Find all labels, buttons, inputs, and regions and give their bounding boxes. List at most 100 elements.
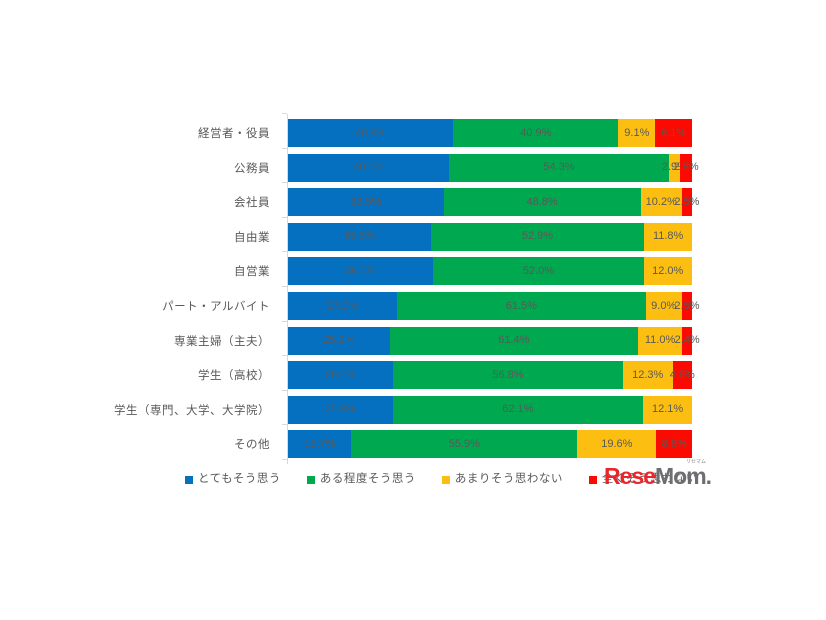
watermark-rese: Rese bbox=[604, 463, 656, 489]
bar-segment: 11.0% bbox=[637, 326, 683, 355]
bar-segment-label: 9.1% bbox=[661, 126, 687, 139]
axis-tick bbox=[282, 355, 287, 357]
legend-item[interactable]: あまりそう思わない bbox=[441, 474, 563, 486]
bar-segment-label: 12.3% bbox=[632, 368, 664, 381]
bar-segment: 61.5% bbox=[397, 292, 646, 320]
legend-item[interactable]: ある程度そう思う bbox=[306, 473, 416, 486]
stacked-bar: 36.0% 52.0% 12.0% bbox=[288, 257, 692, 286]
bar-segment: 12.1% bbox=[643, 395, 692, 424]
bar-segment: 36.0% bbox=[288, 257, 434, 286]
category-label: 学生（高校） bbox=[198, 370, 270, 383]
bar-segment-label: 54.3% bbox=[543, 161, 575, 174]
table-row: 38.5% 48.8% 10.2% 2.5% bbox=[288, 188, 699, 217]
category-label: その他 bbox=[234, 439, 270, 452]
table-row: 36.0% 52.0% 12.0% bbox=[288, 257, 692, 286]
legend-label: ある程度そう思う bbox=[319, 473, 416, 486]
axis-tick bbox=[282, 147, 287, 149]
bar-segment: 25.2% bbox=[288, 326, 390, 355]
category-label: パート・アルバイト bbox=[162, 301, 270, 313]
legend-item[interactable]: 全くそう思わない bbox=[588, 474, 698, 486]
bar-segment: 11.8% bbox=[644, 222, 692, 251]
bar-segment-label: 15.7% bbox=[304, 437, 336, 450]
bar-segment-label: 40.0% bbox=[353, 161, 385, 174]
axis-tick bbox=[282, 424, 287, 426]
table-row: 27.0% 61.5% 9.0% 2.5% bbox=[288, 292, 699, 320]
bar-segment: 40.9% bbox=[453, 119, 619, 147]
stacked-bar: 40.9% 40.9% 9.1% 9.1% bbox=[288, 119, 692, 147]
bar-segment: 10.2% bbox=[640, 188, 682, 217]
bar-segment-label: 52.9% bbox=[521, 230, 554, 243]
bar-segment-label: 62.1% bbox=[502, 403, 534, 416]
bar-segment-label: 26.0% bbox=[324, 368, 357, 381]
legend-swatch-icon bbox=[441, 476, 450, 484]
bar-segment-label: 10.2% bbox=[645, 195, 677, 208]
bar-segment: 35.3% bbox=[288, 222, 431, 251]
bar-segment-label: 52.0% bbox=[522, 264, 555, 277]
table-row: 25.9% 62.1% 12.1% bbox=[288, 395, 692, 424]
bar-segment-label: 19.6% bbox=[601, 437, 633, 450]
table-row: 26.0% 56.8% 12.3% 4.8% bbox=[288, 361, 695, 390]
stacked-bar: 26.0% 56.8% 12.3% 4.8% bbox=[288, 361, 695, 390]
bar-segment: 2.9% bbox=[674, 153, 699, 182]
legend-item[interactable]: とてもそう思う bbox=[185, 474, 281, 486]
stacked-bar: 35.3% 52.9% 11.8% bbox=[288, 222, 692, 251]
bar-segment: 15.7% bbox=[288, 430, 352, 459]
table-row: 25.2% 61.4% 11.0% 2.4% bbox=[288, 326, 700, 355]
bar-segment-label: 36.0% bbox=[345, 264, 377, 277]
bar-segment-label: 25.2% bbox=[323, 334, 355, 347]
watermark-mom: Mom bbox=[654, 463, 707, 489]
bar-segment: 52.0% bbox=[433, 257, 644, 286]
bar-segment: 9.1% bbox=[618, 119, 656, 147]
bar-segment-label: 40.9% bbox=[520, 126, 552, 139]
bar-segment: 2.4% bbox=[675, 326, 700, 355]
stacked-bar: 25.2% 61.4% 11.0% 2.4% bbox=[288, 326, 700, 355]
category-label: 自由業 bbox=[234, 231, 270, 244]
resemom-watermark: Rese Mom. リセマム bbox=[604, 459, 712, 489]
table-row: 40.0% 54.3% 2.9% 2.9% bbox=[288, 153, 699, 182]
watermark-ruby: リセマム bbox=[685, 459, 706, 465]
category-label: 自営業 bbox=[234, 266, 270, 279]
bar-segment-label: 9.0% bbox=[651, 299, 677, 312]
bar-segment-label: 55.9% bbox=[448, 437, 480, 450]
bar-segment-label: 61.4% bbox=[498, 334, 530, 347]
axis-tick bbox=[282, 113, 287, 114]
bar-segment-label: 40.9% bbox=[355, 126, 387, 139]
axis-tick bbox=[282, 286, 287, 287]
bar-segment: 52.9% bbox=[430, 222, 645, 251]
bar-segment: 12.0% bbox=[643, 257, 692, 286]
bar-segment: 8.8% bbox=[656, 430, 692, 459]
bar-segment: 56.8% bbox=[393, 361, 623, 390]
bar-segment-label: 9.1% bbox=[624, 126, 650, 139]
bar-segment: 9.0% bbox=[645, 292, 682, 320]
legend-swatch-icon bbox=[185, 476, 193, 484]
bar-segment-label: 56.8% bbox=[492, 368, 524, 381]
bar-segment: 26.0% bbox=[288, 361, 394, 390]
legend-label: とてもそう思う bbox=[198, 473, 281, 486]
category-label: 専業主婦（主夫） bbox=[174, 335, 270, 348]
bar-segment: 62.1% bbox=[392, 395, 644, 424]
axis-tick bbox=[282, 251, 287, 253]
legend-swatch-icon bbox=[306, 476, 315, 484]
axis-tick bbox=[282, 320, 287, 322]
stacked-bar: 38.5% 48.8% 10.2% 2.5% bbox=[288, 188, 699, 217]
bar-segment: 2.5% bbox=[674, 292, 699, 320]
axis-tick bbox=[282, 182, 287, 184]
category-axis-line bbox=[287, 114, 288, 464]
category-label: 経営者・役員 bbox=[198, 128, 270, 140]
chart-legend: とてもそう思う ある程度そう思う あまりそう思わない 全くそう思わない bbox=[185, 470, 705, 490]
bar-segment-label: 27.0% bbox=[326, 299, 359, 312]
axis-tick bbox=[282, 459, 287, 460]
bar-segment-label: 25.9% bbox=[324, 403, 356, 416]
legend-swatch-icon bbox=[588, 476, 597, 484]
category-label: 会社員 bbox=[234, 197, 270, 210]
bar-segment-label: 12.1% bbox=[651, 403, 684, 416]
axis-tick bbox=[282, 389, 287, 391]
table-row: 15.7% 55.9% 19.6% 8.8% bbox=[288, 430, 692, 459]
bar-segment: 9.1% bbox=[655, 119, 692, 147]
bar-segment: 19.6% bbox=[577, 430, 657, 459]
table-row: 40.9% 40.9% 9.1% 9.1% bbox=[288, 119, 692, 147]
stacked-bar: 25.9% 62.1% 12.1% bbox=[288, 395, 692, 424]
category-label: 公務員 bbox=[234, 162, 270, 175]
bar-segment: 2.5% bbox=[674, 188, 699, 217]
